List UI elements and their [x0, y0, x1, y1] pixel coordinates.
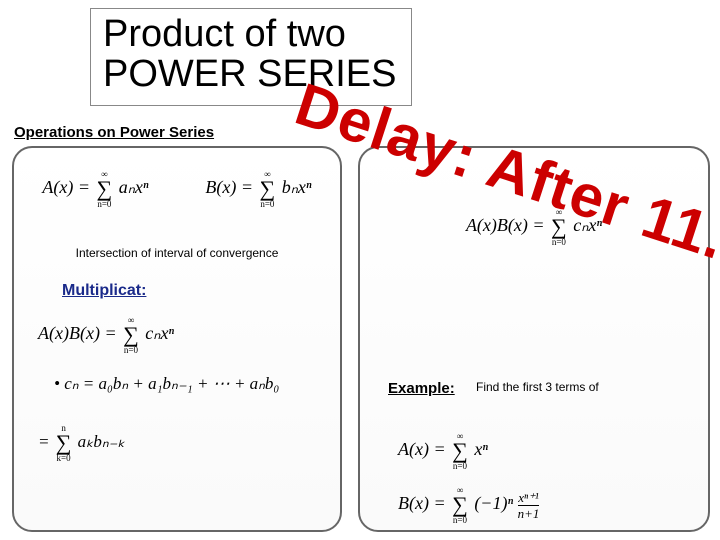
AB-product-def-right: A(x)B(x) = ∞ ∑ n=0 cₙxⁿ [360, 208, 708, 246]
AB-lhs-r: A(x)B(x) = [466, 215, 545, 235]
sigma-icon: ∑ [551, 216, 567, 238]
B-body: bₙxⁿ [282, 177, 312, 197]
AB-lhs: A(x)B(x) = [38, 323, 117, 343]
sigma-icon: ∑ [97, 178, 113, 200]
Bx-frac: xⁿ⁺¹ n+1 [518, 491, 540, 520]
example-label: Example: [388, 380, 455, 397]
A-def: A(x) = ∞ ∑ n=0 aₙxⁿ [42, 170, 148, 208]
sigma-icon: ∑ [56, 432, 72, 454]
sigma-icon: ∑ [123, 324, 139, 346]
AB-body-r: cₙxⁿ [573, 215, 602, 235]
Bx-def: B(x) = ∞ ∑ n=0 (−1)ⁿ xⁿ⁺¹ n+1 [398, 486, 539, 524]
cn-sum-form: = n ∑ k=0 aₖbₙ₋ₖ [38, 424, 125, 462]
Bx-sum: ∞ ∑ n=0 [452, 486, 468, 524]
series-defs-row: A(x) = ∞ ∑ n=0 aₙxⁿ B(x) = ∞ ∑ n=0 bₙxⁿ [14, 170, 340, 208]
Ax-body: xⁿ [474, 439, 488, 459]
cn-sum-body: aₖbₙ₋ₖ [78, 432, 125, 451]
Ax-sum: ∞ ∑ n=0 [452, 432, 468, 470]
A-body: aₙxⁿ [119, 177, 149, 197]
Bx-body-pre: (−1)ⁿ [474, 493, 513, 513]
multiplicat-label: Multiplicat: [62, 282, 146, 300]
AB-product-def: A(x)B(x) = ∞ ∑ n=0 cₙxⁿ [38, 316, 174, 354]
A-lhs: A(x) = [42, 177, 90, 197]
title-line-2: POWER SERIES [103, 55, 397, 95]
B-sum: ∞ ∑ n=0 [260, 170, 276, 208]
example-subtext: Find the first 3 terms of [476, 380, 599, 394]
AB-sum: ∞ ∑ n=0 [123, 316, 139, 354]
B-lhs: B(x) = [205, 177, 253, 197]
subheader: Operations on Power Series [14, 124, 214, 141]
Bx-lhs: B(x) = [398, 493, 446, 513]
B-def: B(x) = ∞ ∑ n=0 bₙxⁿ [205, 170, 311, 208]
Ax-lhs: A(x) = [398, 439, 446, 459]
intersection-caption: Intersection of interval of convergence [14, 246, 340, 260]
Ax-def: A(x) = ∞ ∑ n=0 xⁿ [398, 432, 488, 470]
AB-body: cₙxⁿ [145, 323, 174, 343]
sigma-icon: ∑ [452, 494, 468, 516]
title-line-1: Product of two [103, 15, 397, 55]
sigma-icon: ∑ [452, 440, 468, 462]
cn-sum: n ∑ k=0 [56, 424, 72, 462]
left-panel: A(x) = ∞ ∑ n=0 aₙxⁿ B(x) = ∞ ∑ n=0 bₙxⁿ … [12, 146, 342, 532]
right-panel: A(x)B(x) = ∞ ∑ n=0 cₙxⁿ Example: Find th… [358, 146, 710, 532]
A-sum: ∞ ∑ n=0 [97, 170, 113, 208]
slide-title-box: Product of two POWER SERIES [90, 8, 412, 106]
sigma-icon: ∑ [260, 178, 276, 200]
AB-sum-r: ∞ ∑ n=0 [551, 208, 567, 246]
cn-expansion: • cₙ = a₀bₙ + a₁bₙ₋₁ + ⋯ + aₙb₀ [54, 374, 279, 394]
